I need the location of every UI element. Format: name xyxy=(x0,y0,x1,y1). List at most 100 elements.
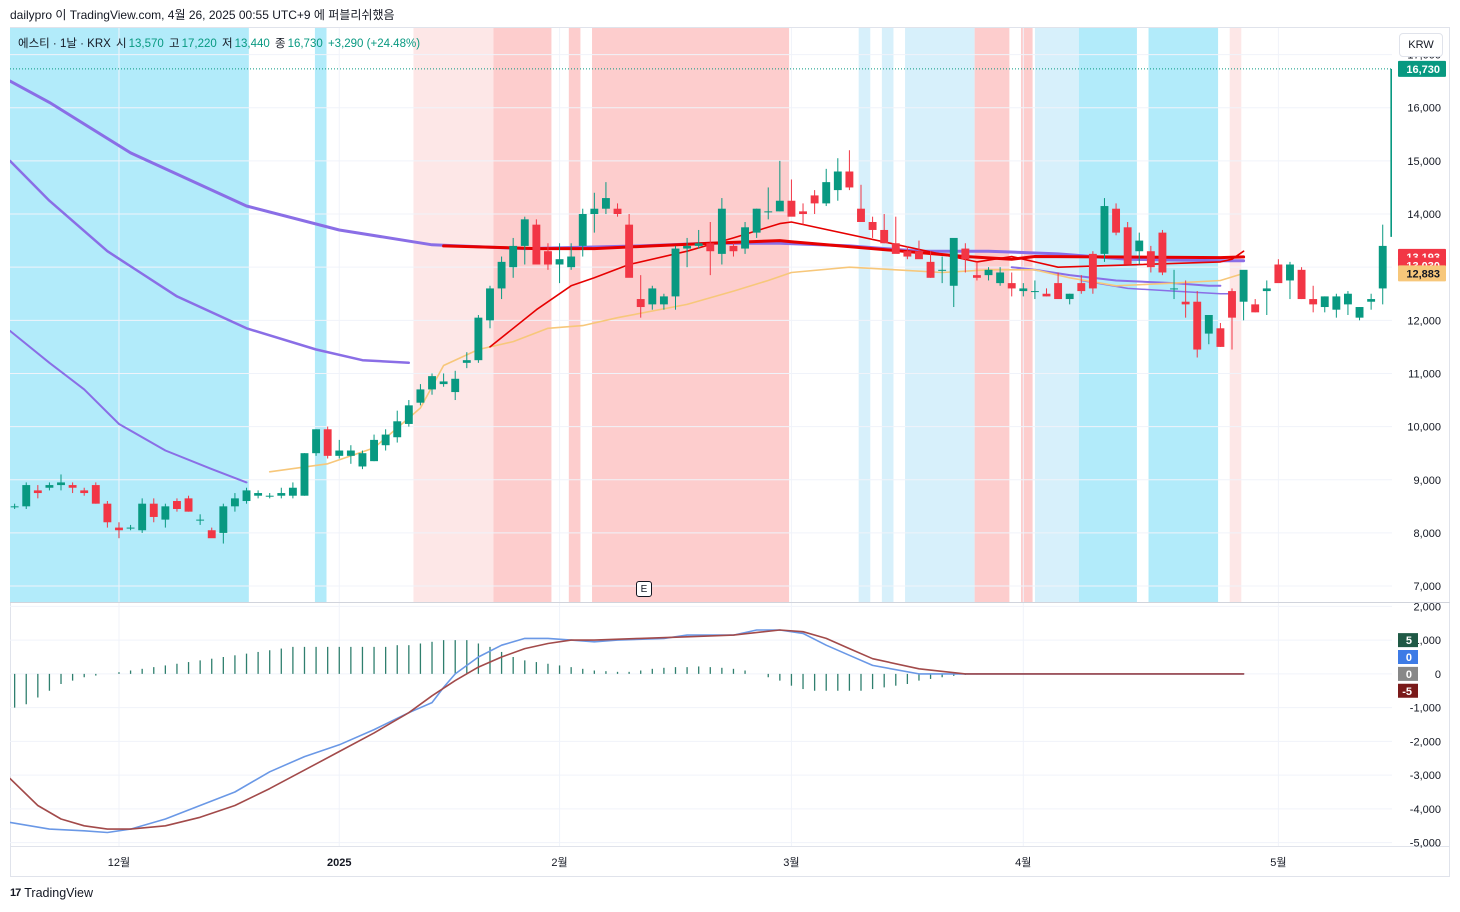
price-badge-label: 16,730 xyxy=(1406,64,1440,76)
candle-body xyxy=(1309,299,1318,305)
price-axis-tick: 10,000 xyxy=(1407,422,1441,434)
osc-axis-tick: -2,000 xyxy=(1410,736,1441,748)
macd-line xyxy=(10,629,1245,834)
candle-body xyxy=(1170,288,1178,290)
candle-body xyxy=(764,211,773,213)
candle-body xyxy=(288,487,297,496)
zones-group xyxy=(10,28,1242,602)
candle-body xyxy=(717,208,726,254)
candle-body xyxy=(845,171,854,188)
osc-axis-tick: -3,000 xyxy=(1410,770,1441,782)
price-axis-tick: 11,000 xyxy=(1408,368,1441,380)
ma-red-thick-line xyxy=(442,239,1246,261)
legend-symbol: 에스티 · 1날 · KRX xyxy=(18,38,111,50)
signal-zone xyxy=(1020,28,1033,602)
candle-body xyxy=(1019,288,1028,292)
osc-badge-label: 5 xyxy=(1406,635,1412,647)
price-axis-tick: 16,000 xyxy=(1407,103,1441,115)
candle-body xyxy=(590,208,599,215)
candle-body xyxy=(903,251,912,257)
legend-low-label: 저 xyxy=(221,38,233,50)
candle-body xyxy=(138,503,147,531)
candle-body xyxy=(1228,291,1236,318)
candle-body xyxy=(1054,283,1063,300)
candle-body xyxy=(254,493,263,496)
candle-body xyxy=(381,434,390,446)
symbol-legend: 에스티 · 1날 · KRX 시 13,570 고 17,220 저 13,440 종… xyxy=(18,35,422,51)
price-badge xyxy=(1398,60,1446,77)
candle-body xyxy=(1239,269,1248,302)
signal-zone xyxy=(413,28,494,602)
osc-axis-tick: -5,000 xyxy=(1410,838,1441,850)
legend-change: +3,290 (+24.48%) xyxy=(327,38,421,50)
signal-zone xyxy=(10,28,249,602)
earnings-marker[interactable]: E xyxy=(636,581,652,597)
time-axis-tick: 5월 xyxy=(1270,856,1286,869)
currency-button[interactable]: KRW xyxy=(1399,33,1443,57)
signal-zone xyxy=(314,28,327,602)
candle-body xyxy=(370,439,378,462)
candle-body xyxy=(544,251,552,265)
time-axis-tick: 12월 xyxy=(108,856,130,869)
brand-name: TradingView xyxy=(24,886,94,900)
candle-body xyxy=(961,248,970,260)
candle-body xyxy=(358,453,367,467)
price-axis-tick: 12,000 xyxy=(1407,315,1441,327)
candle-body xyxy=(1065,293,1074,300)
candle-body xyxy=(1077,283,1086,292)
candle-body xyxy=(799,211,807,215)
candle-body xyxy=(115,527,123,531)
price-axis-tick: 15,000 xyxy=(1407,156,1441,168)
candle-body xyxy=(497,261,506,289)
time-axis-tick: 2025 xyxy=(327,857,351,869)
candle-body xyxy=(567,256,576,268)
candle-body xyxy=(22,485,31,507)
candle-body xyxy=(822,182,831,204)
candle-body xyxy=(196,519,205,521)
candle-body xyxy=(1042,293,1051,297)
price-axis-tick: 8,000 xyxy=(1413,528,1441,540)
candle-body xyxy=(857,208,865,222)
legend-close-label: 종 xyxy=(274,38,286,50)
candle-body xyxy=(752,208,761,233)
signal-zone xyxy=(592,28,790,602)
candle-body xyxy=(671,248,680,297)
candle-body xyxy=(1158,232,1167,273)
candle-body xyxy=(636,299,645,308)
signal-zone xyxy=(974,28,1010,602)
candle-body xyxy=(1286,264,1294,281)
candle-body xyxy=(741,227,749,249)
osc-axis-tick: -4,000 xyxy=(1410,804,1441,816)
candle-body xyxy=(1251,304,1260,313)
candle-body xyxy=(729,245,738,252)
osc-axis-tick: -1,000 xyxy=(1410,703,1441,715)
legend-low: 13,440 xyxy=(234,38,270,50)
candle-body xyxy=(509,245,518,268)
candle-body xyxy=(416,389,425,403)
osc-badge-label: -5 xyxy=(1402,686,1412,698)
signal-zone xyxy=(905,28,975,602)
candle-body xyxy=(949,237,958,286)
candle-body xyxy=(1204,315,1213,334)
candle-body xyxy=(451,378,460,393)
candle-body xyxy=(486,288,494,321)
candle-body xyxy=(880,229,889,244)
candle-body xyxy=(404,405,413,424)
candle-body xyxy=(659,296,668,305)
candle-body xyxy=(103,503,112,523)
candle-body xyxy=(1332,296,1341,310)
signal-zone xyxy=(858,28,871,602)
candle-body xyxy=(1355,307,1364,318)
ma-purple-short-line xyxy=(10,329,248,484)
candle-body xyxy=(323,429,332,456)
candle-body xyxy=(265,495,274,497)
price-axis-tick: 7,000 xyxy=(1413,581,1441,593)
candle-body xyxy=(10,506,19,508)
candle-body xyxy=(613,208,622,215)
tradingview-brand[interactable]: 17 TradingView xyxy=(10,886,93,900)
candle-body xyxy=(555,259,564,265)
candle-body xyxy=(1390,68,1392,237)
candle-body xyxy=(972,275,981,278)
candle-body xyxy=(683,245,692,249)
